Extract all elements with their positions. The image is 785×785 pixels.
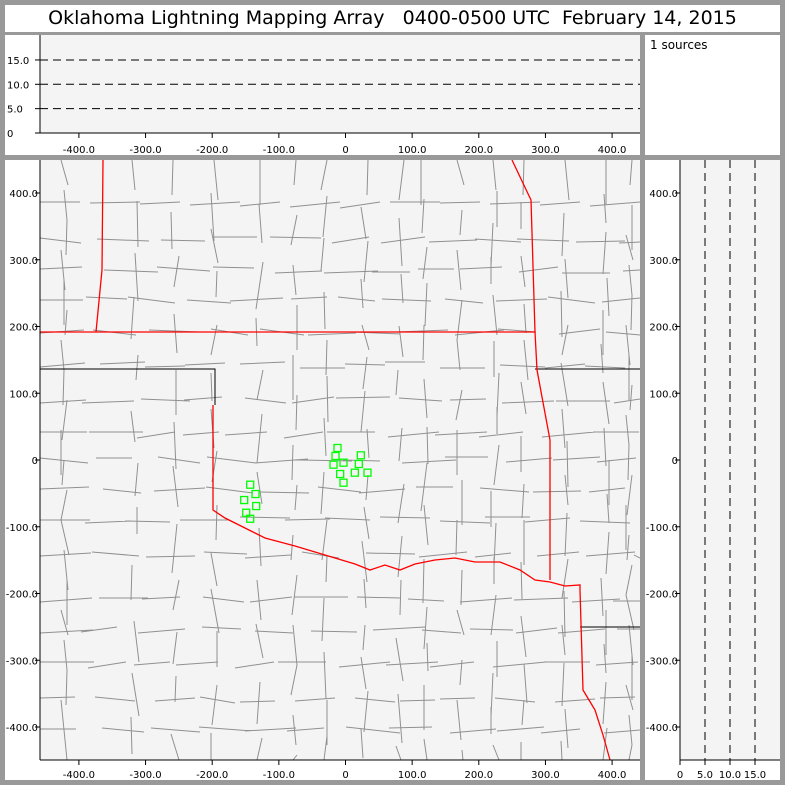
x-tick-label: 100.0 (398, 770, 427, 780)
county-line (60, 160, 70, 761)
y-tick-label: 400.0 (649, 189, 678, 200)
county-line (360, 160, 370, 759)
county-line (40, 726, 640, 734)
lightning-source (240, 495, 249, 505)
y-tick-label: 100.0 (9, 389, 38, 400)
y-tick-label: 200.0 (649, 323, 678, 334)
county-line (320, 160, 329, 761)
county-line (600, 160, 610, 761)
y-tick-label: 5.0 (7, 105, 23, 116)
lightning-source (252, 501, 261, 511)
x-tick-label: 300.0 (531, 145, 560, 155)
y-tick-label: -100.0 (6, 523, 38, 534)
x-tick-label: 400.0 (598, 770, 627, 780)
lightning-source (356, 451, 365, 460)
y-tick-label: -300.0 (6, 656, 38, 667)
lightning-source (331, 451, 340, 461)
x-tick-label: -300.0 (129, 145, 161, 155)
county-line (130, 160, 140, 755)
county-boundaries (39, 160, 640, 761)
height-panel: -400.0 -300.0 -200.0 -100.0 0 100.0 200.0 300.0… (5, 35, 640, 155)
county-line (520, 160, 529, 760)
ns-height-panel: 0 5.0 10.0 15.0 400.0 300.0 200.0 100.0 0 -100.0 -… (645, 160, 780, 780)
lightning-source (339, 458, 348, 467)
y-tick-label: 300.0 (9, 256, 38, 267)
x-tick-label: -100.0 (263, 770, 295, 780)
county-line (39, 486, 626, 494)
y-tick-label: 100.0 (649, 389, 678, 400)
source-count: 1 sources (650, 38, 708, 52)
y-tick-label: 10.0 (7, 80, 29, 91)
lightning-source (363, 468, 372, 477)
y-tick-label: 200.0 (9, 323, 38, 334)
county-line (39, 361, 626, 369)
lightning-source (354, 459, 363, 469)
x-tick-label: -400.0 (63, 145, 95, 155)
x-tick-label: 400.0 (598, 145, 627, 155)
lightning-source (333, 443, 342, 453)
y-tick-label: 15.0 (7, 56, 29, 67)
county-line (40, 296, 640, 304)
y-tick-label: 300.0 (649, 256, 678, 267)
source-points (240, 443, 372, 523)
county-line (39, 236, 640, 244)
x-tick-label: 100.0 (398, 145, 427, 155)
x-tick-label: 200.0 (464, 770, 493, 780)
county-line (40, 516, 631, 524)
county-line (40, 661, 639, 669)
y-tick-label: -400.0 (646, 723, 678, 734)
county-line (290, 160, 298, 761)
x-tick-label: 200.0 (464, 145, 493, 155)
oklahoma-border (40, 160, 611, 761)
lightning-source (329, 460, 338, 469)
x-tick-label: 0 (342, 145, 348, 155)
x-tick-label: 10.0 (719, 770, 741, 780)
county-line (560, 160, 570, 761)
county-line (490, 160, 500, 761)
state-borders (40, 368, 640, 628)
x-tick-label: -300.0 (129, 770, 161, 780)
x-tick-label: 0 (677, 770, 683, 780)
x-tick-label: 15.0 (744, 770, 766, 780)
y-tick-label: -100.0 (646, 523, 678, 534)
county-line (39, 551, 640, 559)
county-line (625, 160, 635, 761)
county-line (455, 160, 465, 761)
county-line (255, 160, 264, 761)
x-tick-label: -200.0 (196, 145, 228, 155)
y-tick-label: -200.0 (6, 590, 38, 601)
plot-title: Oklahoma Lightning Mapping Array 0400-05… (5, 5, 780, 32)
lightning-source (350, 468, 359, 477)
county-line (170, 160, 180, 761)
info-panel: 1 sources (645, 35, 780, 155)
county-line (395, 160, 405, 761)
x-tick-label: -400.0 (63, 770, 95, 780)
lightning-source (336, 469, 345, 479)
y-tick-label: 400.0 (9, 189, 38, 200)
lightning-source (251, 489, 260, 499)
lightning-source (246, 480, 255, 489)
county-line (39, 596, 640, 603)
x-tick-label: -100.0 (263, 145, 295, 155)
y-tick-label: 0 (7, 129, 13, 140)
x-tick-label: 5.0 (697, 770, 713, 780)
county-line (39, 266, 640, 274)
y-tick-label: 0 (672, 456, 678, 467)
x-tick-label: 300.0 (531, 770, 560, 780)
y-tick-label: -400.0 (6, 723, 38, 734)
x-tick-label: -200.0 (196, 770, 228, 780)
map-panel: -400.0 -300.0 -200.0 -100.0 0 100.0 200.0 300.0… (5, 160, 640, 780)
county-line (420, 160, 429, 761)
y-tick-label: -200.0 (646, 590, 678, 601)
x-tick-label: 0 (342, 770, 348, 780)
lightning-source (339, 478, 348, 487)
y-tick-label: -300.0 (646, 656, 678, 667)
y-tick-label: 0 (32, 456, 38, 467)
lightning-source (246, 514, 255, 523)
